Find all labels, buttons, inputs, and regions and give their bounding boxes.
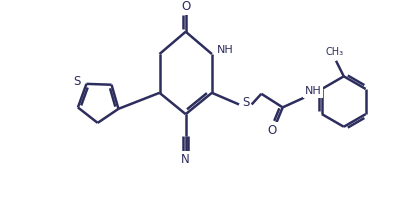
Text: O: O [181,0,190,13]
Text: S: S [242,96,250,109]
Text: NH: NH [305,86,321,96]
Text: N: N [181,153,190,166]
Text: O: O [267,124,277,137]
Text: NH: NH [217,45,234,55]
Text: S: S [73,75,80,88]
Text: CH₃: CH₃ [325,47,343,57]
